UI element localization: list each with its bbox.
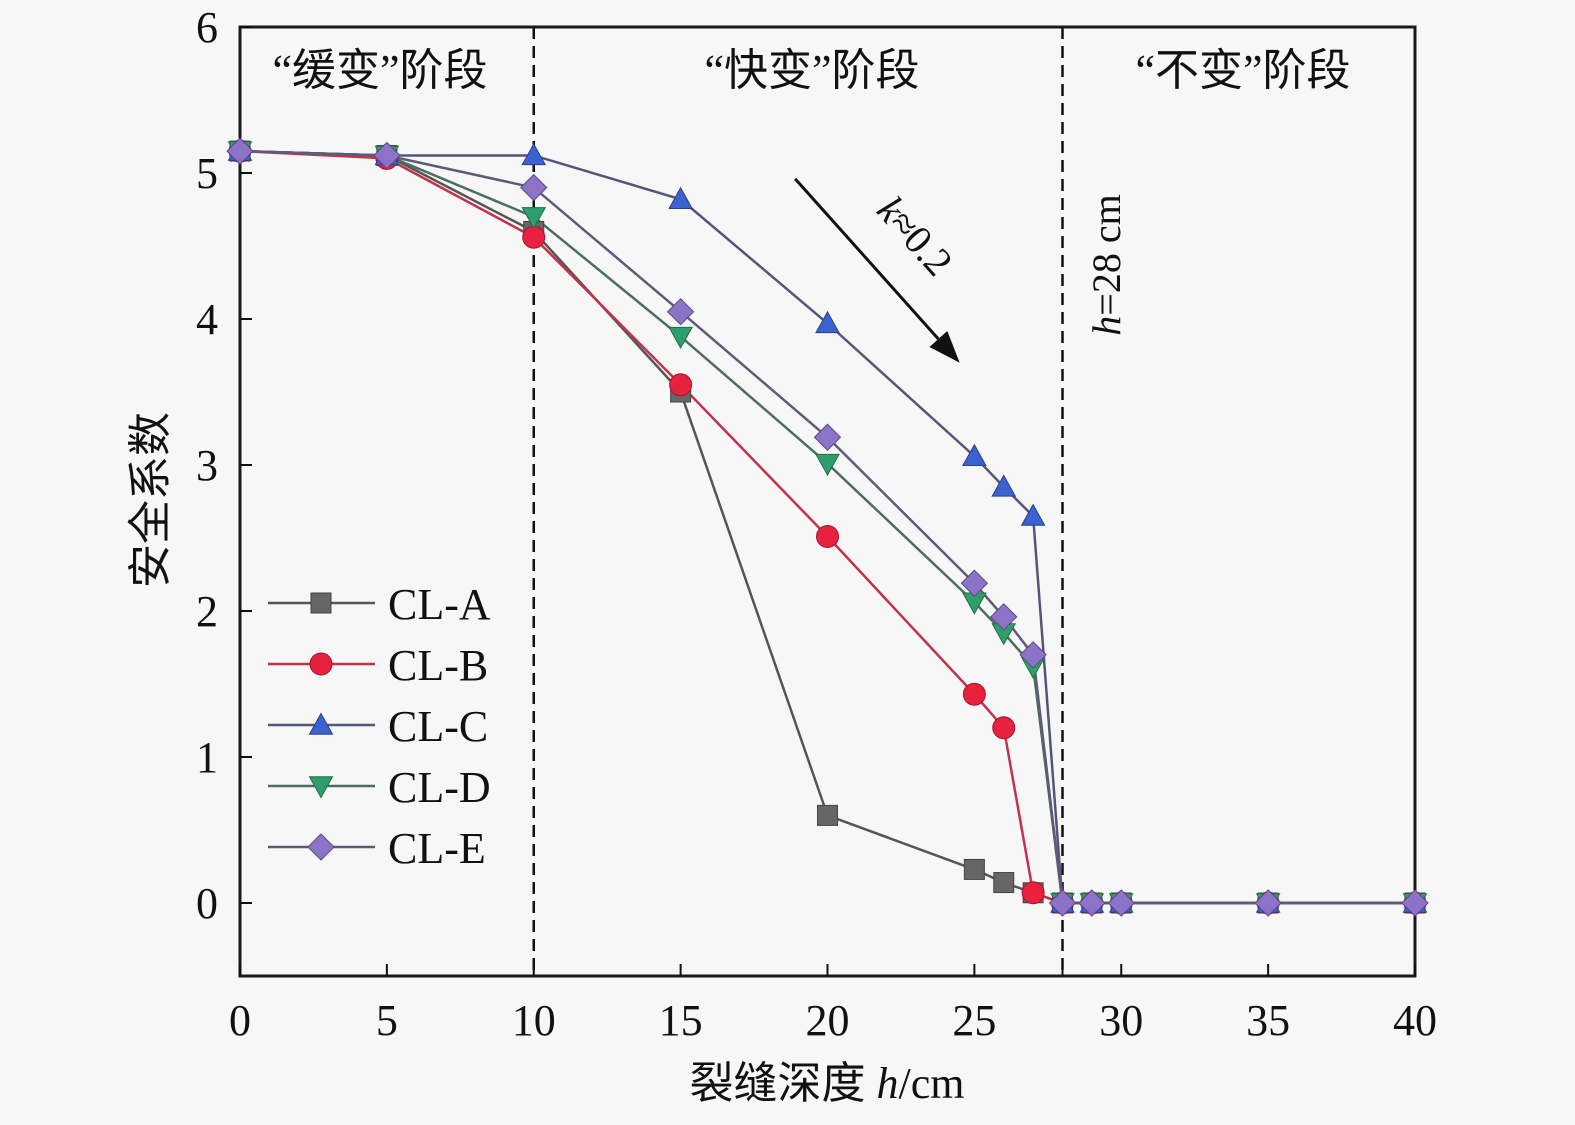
critical-depth-value: =28 cm [1084,194,1129,315]
data-point-CL-D-10 [521,207,547,230]
x-axis-title-var: h [877,1059,899,1108]
legend-label-CL-E: CL-E [388,824,486,873]
legend-label-CL-A: CL-A [388,580,491,629]
legend-marker-CL-D [308,776,334,799]
data-point-CL-C-26 [991,474,1017,497]
data-point-CL-E-15 [666,297,695,326]
legend-item-CL-B: CL-B [268,641,488,690]
legend-item-CL-C: CL-C [268,702,488,751]
x-axis-title-text: 裂缝深度 [690,1059,877,1108]
data-point-CL-B-15 [669,373,693,397]
data-point-CL-E-25 [960,569,989,597]
stage-labels: “缓变”阶段 “快变”阶段 “不变”阶段 [272,46,1350,95]
x-tick-label-10: 10 [512,996,556,1045]
x-tick-label-5: 5 [376,996,398,1045]
x-tick-label-15: 15 [659,996,703,1045]
stage-label-0: “缓变”阶段 [272,46,487,95]
x-axis-title: 裂缝深度 h/cm [690,1059,965,1108]
legend-label-CL-C: CL-C [388,702,488,751]
data-point-CL-E-5 [373,141,401,170]
series-markers [226,137,1429,917]
legend-label-CL-B: CL-B [388,641,488,690]
x-tick-label-20: 20 [806,996,850,1045]
y-tick-label-3: 3 [196,441,218,490]
data-point-CL-E-20 [813,423,842,451]
y-tick-label-2: 2 [196,587,218,636]
series-markers-CL-E [226,137,1429,917]
y-tick-label-5: 5 [196,149,218,198]
stage-label-1: “快变”阶段 [704,46,919,95]
data-point-CL-B-26 [992,716,1016,740]
legend-label-CL-D: CL-D [388,763,491,812]
data-point-CL-E-35 [1254,889,1282,917]
legend-marker-CL-C [308,712,334,735]
legend-marker-CL-A [310,592,332,614]
data-point-CL-E-40 [1401,889,1429,917]
data-point-CL-E-29 [1078,889,1106,917]
data-point-CL-E-10 [520,173,548,202]
x-tick-label-25: 25 [952,996,996,1045]
data-point-CL-E-26 [990,603,1018,631]
stage-label-2: “不变”阶段 [1135,46,1350,95]
y-axis-title: 安全系数 [126,412,175,588]
legend: CL-A CL-B CL-C CL-D CL-E [268,580,491,873]
critical-depth-var: h [1084,316,1129,336]
legend-marker-CL-B [309,652,333,676]
y-tick-label-4: 4 [196,295,218,344]
legend-item-CL-A: CL-A [268,580,491,629]
slope-arrow-shaft [794,177,940,340]
data-point-CL-A-26 [993,872,1015,894]
data-point-CL-E-27 [1019,641,1047,669]
data-point-CL-E-0 [226,137,254,165]
y-tick-label-1: 1 [196,733,218,782]
data-point-CL-C-25 [962,443,987,466]
data-point-CL-A-25 [963,858,985,880]
y-axis: 0 1 2 3 4 5 6 [196,3,252,928]
data-point-CL-B-25 [962,682,986,706]
legend-marker-CL-E [307,833,335,861]
y-tick-label-0: 0 [196,879,218,928]
y-tick-label-6: 6 [196,3,218,52]
data-point-CL-B-10 [522,225,546,249]
critical-depth-annotation: h=28 cm [1084,194,1129,335]
x-tick-label-35: 35 [1246,996,1290,1045]
data-point-CL-E-28 [1048,889,1077,917]
data-point-CL-C-20 [815,310,840,334]
x-tick-label-30: 30 [1099,996,1143,1045]
x-tick-label-0: 0 [229,996,251,1045]
data-point-CL-B-27 [1021,881,1045,905]
data-point-CL-C-15 [668,186,693,209]
x-axis-title-unit: /cm [899,1059,965,1108]
data-point-CL-E-30 [1107,889,1135,917]
data-point-CL-C-10 [521,142,547,166]
data-point-CL-C-27 [1020,503,1046,526]
legend-item-CL-D: CL-D [268,763,491,812]
data-point-CL-B-20 [816,525,839,549]
data-point-CL-D-15 [668,326,693,350]
data-point-CL-A-20 [817,804,838,826]
legend-item-CL-E: CL-E [268,824,486,873]
x-tick-label-40: 40 [1393,996,1437,1045]
slope-arrow-head [929,330,960,363]
data-point-CL-D-20 [815,453,840,477]
x-axis: 0 5 10 15 20 25 30 35 40 [229,964,1437,1045]
